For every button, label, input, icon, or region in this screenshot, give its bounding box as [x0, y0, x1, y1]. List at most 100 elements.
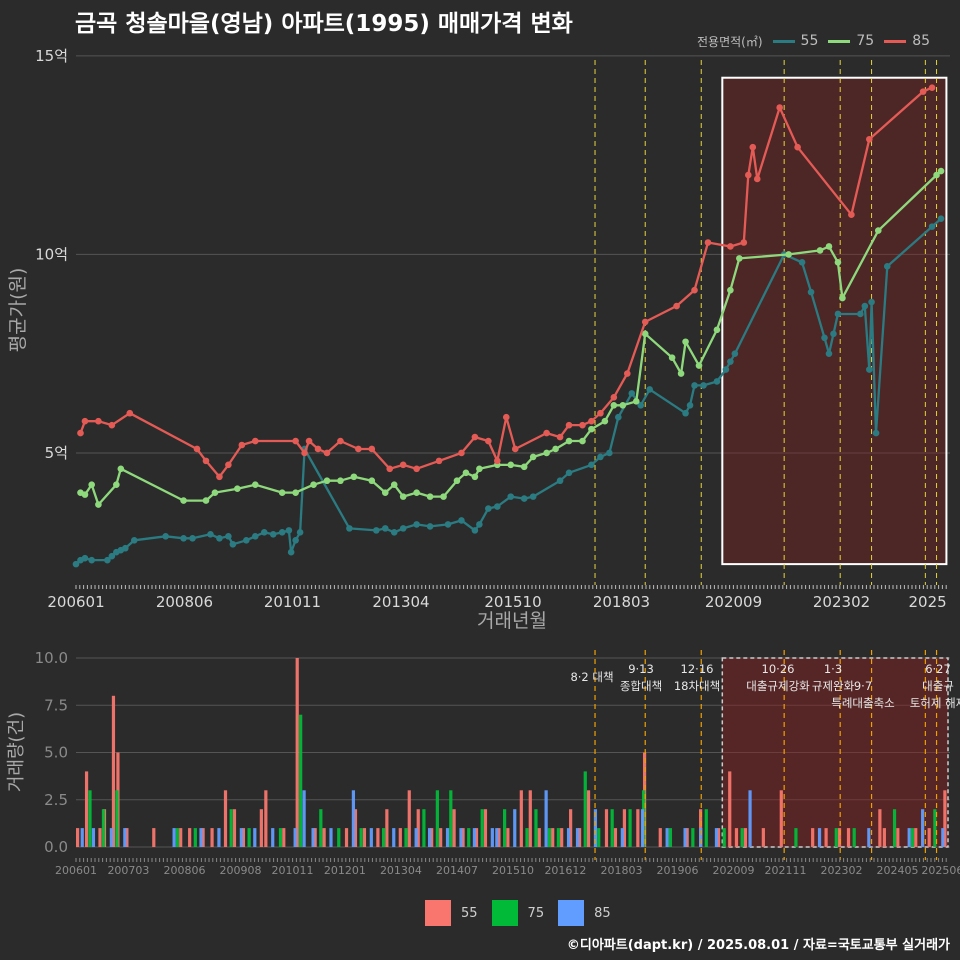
- volume-bar-75-39: [933, 809, 937, 847]
- data-point-85-36: [623, 370, 631, 377]
- volume-bar-55-10: [201, 828, 205, 847]
- volume-bar-85-9: [271, 828, 275, 847]
- data-point-85-50: [919, 88, 927, 95]
- data-point-75-45: [695, 362, 703, 369]
- volume-bar-55-64: [882, 828, 886, 847]
- data-point-75-36: [588, 425, 595, 433]
- volume-bar-85-30: [640, 809, 645, 847]
- data-point-55-23: [287, 548, 295, 556]
- volume-bar-75-15: [435, 790, 439, 847]
- data-point-85-44: [749, 143, 757, 151]
- bottom-x-tick-label-3: 200908: [219, 864, 261, 877]
- volume-bar-85-29: [620, 828, 624, 847]
- volume-bar-85-1: [91, 828, 96, 847]
- volume-bar-55-28: [416, 809, 420, 847]
- data-point-85-10: [251, 437, 259, 445]
- volume-bar-85-40: [941, 828, 945, 847]
- volume-bar-55-50: [658, 828, 662, 847]
- data-point-75-53: [839, 294, 846, 302]
- volume-bar-75-37: [892, 809, 897, 847]
- volume-bar-85-31: [665, 828, 669, 847]
- volume-bar-85-19: [445, 828, 450, 847]
- data-point-75-10: [251, 481, 259, 489]
- volume-bar-55-33: [474, 828, 479, 847]
- volume-bar-75-26: [610, 809, 614, 847]
- data-point-55-43: [556, 477, 564, 485]
- policy-label-2-1: 18차대책: [674, 679, 720, 693]
- data-point-85-0: [77, 429, 84, 437]
- policy-label-6-0: 토허제 해제: [910, 696, 960, 710]
- data-point-55-72: [883, 263, 891, 270]
- data-point-85-43: [745, 171, 752, 179]
- data-point-55-46: [597, 453, 604, 461]
- y-tick-label-2: 15억: [35, 47, 68, 65]
- data-point-75-56: [937, 167, 945, 175]
- data-point-75-46: [713, 326, 721, 334]
- data-point-55-11: [180, 535, 187, 542]
- legend-item-75: 75: [828, 33, 874, 49]
- bottom-x-tick-label-7: 201407: [436, 864, 478, 877]
- volume-bar-55-35: [497, 828, 501, 847]
- volume-bar-55-65: [896, 828, 900, 847]
- data-point-85-20: [399, 461, 407, 469]
- data-point-55-49: [628, 390, 636, 397]
- data-point-55-58: [727, 358, 734, 365]
- data-point-85-40: [704, 239, 712, 246]
- volume-bar-55-57: [761, 828, 765, 847]
- data-point-75-29: [507, 461, 515, 469]
- data-point-75-14: [323, 477, 331, 485]
- volume-bar-85-26: [566, 828, 571, 847]
- legend-swatch-85: [884, 39, 907, 43]
- volume-bar-55-4: [111, 695, 116, 847]
- volume-bar-55-66: [914, 828, 918, 847]
- data-point-85-47: [794, 143, 801, 151]
- policy-label-7-1: 대출규: [922, 679, 954, 693]
- legend-label-55: 55: [800, 33, 819, 49]
- data-point-55-56: [713, 378, 721, 385]
- data-point-55-71: [872, 429, 880, 437]
- data-point-75-5: [117, 465, 125, 473]
- volume-bar-75-31: [704, 809, 708, 847]
- volume-bar-55-17: [282, 828, 286, 847]
- data-point-55-41: [520, 495, 528, 502]
- data-point-55-40: [507, 493, 515, 500]
- volume-bar-75-33: [740, 828, 744, 847]
- volume-bar-55-30: [439, 828, 443, 847]
- bottom-legend-swatch-55: [425, 900, 451, 926]
- volume-bar-85-37: [867, 828, 871, 847]
- data-point-55-13: [207, 531, 214, 538]
- legend-bottom: 55 75 85: [425, 900, 625, 926]
- volume-bar-85-32: [683, 828, 687, 847]
- data-point-75-34: [565, 437, 573, 445]
- volume-bar-55-2: [98, 828, 102, 847]
- data-point-75-38: [610, 401, 618, 409]
- volume-bar-55-68: [943, 790, 947, 847]
- volume-bar-55-0: [76, 828, 80, 847]
- volume-bar-55-1: [84, 771, 89, 847]
- data-point-75-2: [88, 481, 95, 489]
- data-point-55-63: [821, 334, 828, 342]
- x-tick-label-1: 200806: [156, 593, 213, 611]
- data-point-55-57: [722, 366, 730, 373]
- highlight-box: [721, 76, 948, 566]
- volume-bar-85-15: [369, 828, 373, 847]
- volume-bar-55-67: [927, 828, 931, 847]
- legend-swatch-55: [772, 39, 795, 43]
- data-point-85-45: [753, 175, 761, 183]
- bottom-x-tick-label-1: 200703: [107, 864, 149, 877]
- data-point-75-15: [337, 477, 344, 485]
- x-tick-label-4: 201510: [484, 593, 541, 611]
- volume-bar-85-0: [80, 828, 84, 847]
- bottom-legend-label-75: 75: [527, 905, 545, 921]
- volume-bar-85-33: [699, 828, 703, 847]
- volume-bar-85-34: [714, 828, 719, 847]
- x-axis-title: 거래년월: [477, 610, 547, 632]
- data-point-85-21: [413, 465, 420, 473]
- bottom-x-tick-label-16: 202506: [921, 864, 960, 877]
- data-point-75-7: [202, 497, 210, 504]
- volume-bar-75-38: [910, 828, 915, 847]
- volume-bar-55-9: [188, 828, 192, 847]
- volume-bar-85-7: [239, 828, 243, 847]
- volume-bar-85-16: [392, 828, 396, 847]
